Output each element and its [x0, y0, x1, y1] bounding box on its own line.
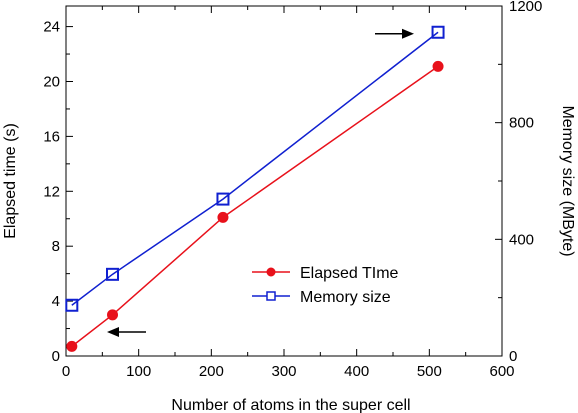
right-y-axis-label: Memory size (MByte)	[559, 105, 576, 256]
left-tick-label: 24	[43, 19, 60, 36]
left-axis-ticks: 0 4 8 12 16 20 24	[43, 19, 73, 365]
right-tick-label: 0	[509, 348, 517, 365]
left-tick-label: 12	[43, 183, 60, 200]
plot-frame	[65, 5, 503, 357]
legend-marker-memory	[266, 291, 276, 301]
annotation-layer	[107, 28, 414, 337]
data-point-memory	[431, 25, 445, 39]
right-tick-label: 400	[509, 231, 534, 248]
legend-label-memory: Memory size	[300, 289, 391, 306]
data-point-elapsed	[217, 211, 229, 223]
x-tick-label: 500	[417, 363, 442, 380]
right-tick-label: 1200	[509, 0, 542, 15]
left-tick-label: 8	[52, 238, 60, 255]
legend-marker-elapsed	[266, 267, 276, 277]
data-point-elapsed	[107, 309, 119, 321]
x-tick-label: 600	[489, 363, 514, 380]
data-point-elapsed	[432, 60, 444, 72]
x-tick-label: 400	[344, 363, 369, 380]
x-tick-label: 200	[199, 363, 224, 380]
data-point-elapsed	[66, 340, 78, 352]
left-tick-label: 4	[52, 293, 60, 310]
left-tick-label: 16	[43, 128, 60, 145]
x-axis-ticks: 0 100 200 300 400 500 600	[62, 6, 515, 380]
right-tick-label: 800	[509, 115, 534, 132]
data-point-memory	[216, 192, 230, 206]
series-line-memory	[71, 31, 439, 306]
legend: Elapsed TIme Memory size	[252, 265, 399, 306]
left-tick-label: 20	[43, 73, 60, 90]
series-line-elapsed	[71, 65, 439, 347]
arrow-to-left-axis-head	[107, 326, 119, 337]
right-axis-ticks: 0 400 800 1200	[495, 0, 542, 365]
x-tick-label: 100	[126, 363, 151, 380]
x-tick-label: 0	[62, 363, 70, 380]
left-y-axis-label: Elapsed time (s)	[2, 123, 19, 239]
left-tick-label: 0	[52, 348, 60, 365]
x-axis-label: Number of atoms in the super cell	[171, 397, 410, 413]
data-point-memory	[106, 267, 120, 281]
x-tick-label: 300	[271, 363, 296, 380]
data-point-memory	[65, 298, 79, 312]
series-layer	[65, 25, 445, 352]
arrow-to-right-axis-head	[402, 28, 414, 39]
legend-label-elapsed: Elapsed TIme	[300, 265, 399, 282]
